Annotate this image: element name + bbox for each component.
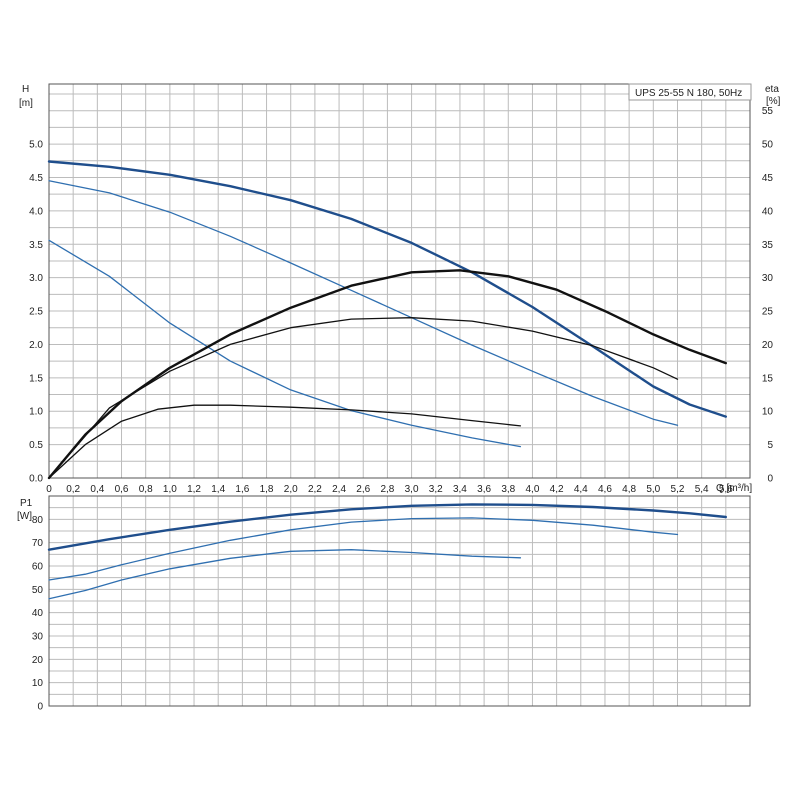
y-axis-right-unit: [%] — [766, 96, 781, 107]
x-tick-label: 3,0 — [405, 484, 419, 495]
x-tick-label: 3,2 — [429, 484, 443, 495]
x-axis-label: Q [m³/h] — [716, 483, 752, 494]
x-tick-label: 2,6 — [356, 484, 370, 495]
x-tick-label: 2,8 — [380, 484, 394, 495]
y-left-tick-label: 4.0 — [29, 206, 43, 217]
head-curve-2 — [48, 239, 522, 448]
x-tick-label: 0,4 — [90, 484, 104, 495]
x-tick-label: 2,2 — [308, 484, 322, 495]
head-efficiency-plot: 0 0,2 0,4 0,6 0,8 1,0 1,2 1,4 1,6 1,8 2,0 2,2 2,4 2,6… — [29, 83, 774, 495]
x-tick-label: 3,8 — [501, 484, 515, 495]
head-curve-0 — [47, 160, 727, 418]
power-plot: 0 10 20 30 40 50 60 70 80 — [32, 495, 751, 713]
x-tick-label: 5,2 — [671, 484, 685, 495]
y-axis-left-unit: [m] — [19, 98, 33, 109]
lower-y-tick-label: 80 — [32, 515, 44, 526]
y-left-tick-label: 5.0 — [29, 140, 43, 151]
y-right-tick-label: 45 — [762, 173, 774, 184]
upper-frame — [48, 83, 751, 479]
legend-title: UPS 25-55 N 180, 50Hz — [635, 88, 742, 99]
x-tick-label: 3,4 — [453, 484, 467, 495]
legend-box — [628, 83, 752, 101]
lower-y-tick-label: 50 — [32, 585, 44, 596]
y-right-tick-label: 55 — [762, 106, 774, 117]
y-left-tick-label: 1.0 — [29, 407, 43, 418]
head-curve-1 — [48, 180, 679, 426]
y-left-tick-label: 0.0 — [29, 474, 43, 485]
x-tick-label: 3,6 — [477, 484, 491, 495]
lower-y-tick-label: 60 — [32, 562, 44, 573]
y-right-tick-label: 30 — [762, 273, 774, 284]
y-left-tick-label: 0.5 — [29, 440, 43, 451]
power-curve-1 — [48, 517, 679, 581]
x-tick-label: 5,4 — [695, 484, 709, 495]
x-tick-label: 4,4 — [574, 484, 588, 495]
x-tick-label: 1,2 — [187, 484, 201, 495]
lower-y-tick-label: 70 — [32, 538, 44, 549]
y-right-tick-label: 10 — [762, 407, 774, 418]
x-tick-label: 0,6 — [115, 484, 129, 495]
y-left-tick-label: 2.5 — [29, 307, 43, 318]
y-left-tick-label: 1.5 — [29, 373, 43, 384]
y-right-tick-label: 50 — [762, 140, 774, 151]
x-tick-label: 5,0 — [646, 484, 660, 495]
lower-y-tick-label: 30 — [32, 632, 44, 643]
x-tick-label: 0 — [46, 484, 52, 495]
y-right-tick-label: 25 — [762, 307, 774, 318]
x-tick-label: 2,4 — [332, 484, 346, 495]
power-curve-0 — [47, 503, 727, 551]
eta-curve-4 — [48, 317, 679, 479]
y-axis-left-label: H — [22, 84, 29, 95]
x-tick-label: 4,2 — [550, 484, 564, 495]
lower-y-tick-label: 20 — [32, 655, 44, 666]
x-tick-label: 1,8 — [260, 484, 274, 495]
power-curve-2 — [48, 549, 522, 600]
y-right-tick-label: 35 — [762, 240, 774, 251]
lower-y-tick-label: 0 — [37, 702, 43, 713]
y-right-tick-label: 0 — [767, 474, 773, 485]
x-tick-label: 2,0 — [284, 484, 298, 495]
y-left-tick-label: 3.0 — [29, 273, 43, 284]
lower-y-axis-label: P1 — [20, 498, 33, 509]
y-left-tick-label: 2.0 — [29, 340, 43, 351]
x-tick-label: 1,4 — [211, 484, 225, 495]
x-tick-label: 0,2 — [66, 484, 80, 495]
y-right-tick-label: 5 — [767, 440, 773, 451]
x-tick-label: 4,0 — [525, 484, 539, 495]
eta-curve-5 — [48, 404, 522, 479]
lower-y-axis-unit: [W] — [17, 511, 32, 522]
x-tick-label: 4,6 — [598, 484, 612, 495]
lower-y-tick-label: 40 — [32, 608, 44, 619]
y-right-tick-label: 15 — [762, 373, 774, 384]
y-right-tick-label: 20 — [762, 340, 774, 351]
y-left-tick-label: 3.5 — [29, 240, 43, 251]
x-tick-label: 1,0 — [163, 484, 177, 495]
x-tick-label: 0,8 — [139, 484, 153, 495]
lower-frame — [48, 495, 751, 707]
y-axis-right-label: eta — [765, 84, 779, 95]
lower-y-tick-label: 10 — [32, 678, 44, 689]
x-tick-label: 5,6 — [719, 484, 733, 495]
y-right-tick-label: 40 — [762, 206, 774, 217]
y-left-tick-label: 4.5 — [29, 173, 43, 184]
x-tick-label: 1,6 — [235, 484, 249, 495]
x-tick-label: 4,8 — [622, 484, 636, 495]
